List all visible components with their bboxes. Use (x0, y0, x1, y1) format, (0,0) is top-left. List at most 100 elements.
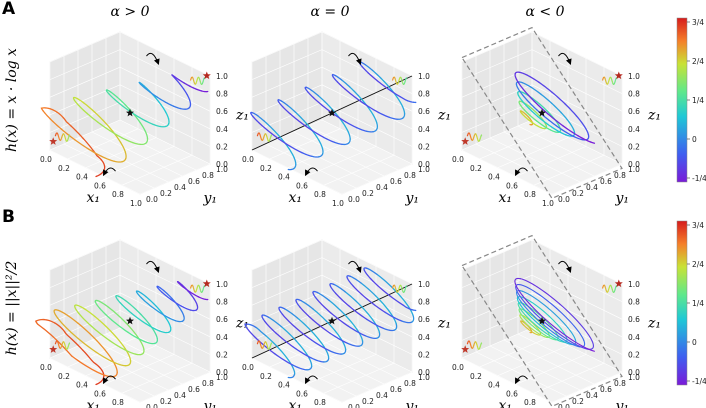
trajectory-segment (60, 128, 76, 141)
grid-line (531, 257, 623, 302)
corner-trajectory-bottom (256, 340, 260, 345)
trajectory-segment (71, 355, 95, 372)
corner-trajectory-top (202, 285, 206, 289)
grid-line (91, 339, 183, 385)
x-tick-label: 0.4 (76, 173, 88, 182)
corner-trajectory-top (195, 77, 199, 83)
y-tick-label: 0.6 (188, 385, 200, 394)
trajectory-segment (109, 129, 123, 139)
start-star-marker-bottom (49, 137, 58, 145)
corner-trajectory-top (189, 76, 193, 81)
trajectory-segment (159, 330, 170, 334)
corner-trajectory-top (403, 287, 407, 293)
trajectory-segment (526, 320, 538, 331)
trajectory-segment (288, 148, 295, 159)
x-tick-label: 0.2 (58, 164, 70, 173)
trajectory-segment (282, 106, 291, 115)
grid-line (251, 292, 323, 324)
trajectory-segment (257, 339, 276, 355)
trajectory-segment (170, 298, 182, 307)
grid-line (119, 292, 211, 338)
trajectory-segment (543, 125, 552, 131)
trajectory-segment (532, 122, 538, 127)
corner-trajectory-top (198, 285, 202, 291)
trajectory-segment (556, 307, 575, 327)
equilibrium-star-marker (328, 108, 336, 117)
trajectory-segment (305, 365, 313, 371)
corner-trajectory-top (200, 82, 203, 86)
corner-trajectory-top (613, 79, 617, 85)
grid-line (461, 292, 533, 324)
z-tick-label: 0.0 (628, 368, 640, 377)
trajectory-segment (516, 291, 522, 303)
corner-trajectory-bottom (471, 138, 474, 142)
trajectory-segment (548, 119, 563, 131)
trajectory-segment (411, 309, 417, 312)
grid-line (321, 102, 413, 147)
trajectory-segment (88, 148, 104, 158)
trajectory-segment (523, 324, 529, 330)
trajectory-segment (139, 122, 147, 133)
trajectory-segment (70, 125, 84, 139)
colorbar-tick-label: -1/4 (692, 174, 706, 183)
trajectory-segment (177, 281, 184, 288)
trajectory-segment (352, 285, 369, 301)
plot-panel-2: 0.00.20.40.60.81.0 0.00.20.40.60.81.00.00… (242, 31, 451, 208)
y-tick-label: 0.8 (404, 379, 416, 388)
grid-line (551, 371, 623, 403)
corner-trajectory-bottom (258, 340, 261, 344)
trajectory-segment (105, 90, 110, 95)
trajectory-segment (54, 322, 66, 333)
corner-trajectory-top (397, 285, 401, 291)
equilibrium-star-marker (538, 108, 546, 117)
trajectory-segment (360, 282, 377, 297)
trajectory-segment (135, 291, 142, 299)
trajectory-segment (546, 123, 559, 132)
trajectory-segment (78, 312, 93, 327)
trajectory-segment (562, 125, 579, 137)
start-star-marker-top (202, 279, 211, 288)
grid-line (49, 149, 141, 195)
trajectory-segment (143, 340, 156, 345)
start-star-marker-bottom (461, 345, 470, 353)
grid-line (265, 143, 357, 189)
trajectory-segment (333, 283, 346, 293)
trajectory-segment (533, 332, 539, 336)
x-tick-label: 1.0 (542, 199, 554, 208)
trajectory-segment (344, 291, 361, 306)
grid-line (49, 102, 121, 133)
x-tick-label: 0.2 (260, 372, 272, 381)
trajectory-segment (76, 97, 85, 104)
trajectory-segment (572, 135, 583, 141)
x-tick-label: 0.2 (470, 372, 482, 381)
trajectory-segment (538, 81, 553, 93)
trajectory-segment (397, 117, 404, 120)
direction-arrow (348, 260, 362, 273)
trajectory-segment (568, 121, 575, 130)
trajectory-segment (371, 69, 382, 79)
trajectory-segment (281, 313, 296, 328)
trajectory-segment (163, 290, 173, 300)
corner-trajectory-top (191, 76, 194, 80)
trajectory-segment (537, 115, 549, 125)
trajectory-segment (583, 125, 590, 136)
equilibrium-star-marker (538, 316, 546, 325)
trajectory-segment (519, 308, 530, 320)
trajectory-segment (548, 315, 562, 330)
trajectory-segment (119, 302, 133, 315)
z-tick-label: 1.0 (418, 72, 430, 81)
trajectory-segment (257, 115, 266, 122)
plot-panel-6: 0.00.20.40.60.81.00.00.20.40.60.81.00.00… (452, 234, 661, 408)
trajectory-segment (536, 112, 542, 119)
trajectory-segment (367, 72, 379, 82)
trajectory-segment (344, 121, 358, 129)
grid-line (307, 125, 399, 171)
trajectory-segment (411, 314, 415, 323)
start-star-marker-top (614, 279, 623, 288)
trajectory-segment (316, 291, 330, 302)
trajectory-segment (535, 120, 545, 127)
trajectory-segment (102, 119, 114, 133)
trajectory-segment (53, 309, 59, 319)
trajectory-segment (163, 314, 176, 322)
trajectory-segment (72, 96, 76, 101)
